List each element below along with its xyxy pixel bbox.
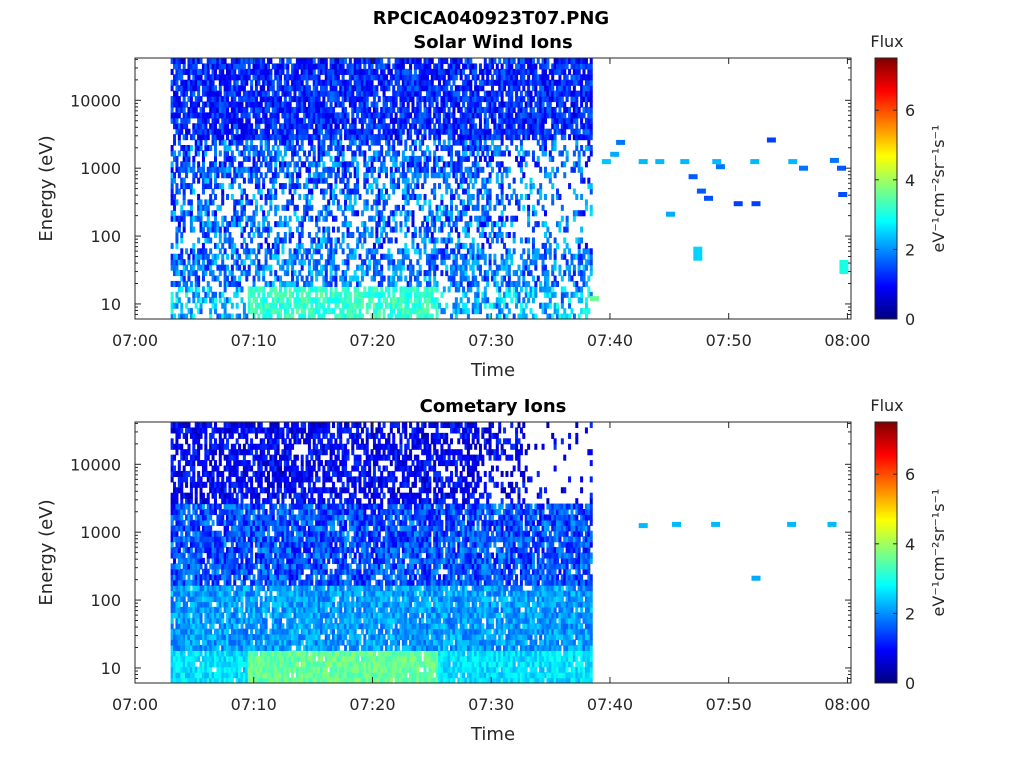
colorbar-title: Flux (870, 396, 903, 415)
figure-title: RPCICA040923T07.PNG (373, 8, 609, 29)
data-point (712, 159, 722, 165)
data-point (638, 523, 648, 529)
data-point (766, 137, 776, 143)
x-tick-label: 07:30 (468, 331, 514, 350)
data-point (838, 192, 848, 197)
data-point (610, 151, 620, 157)
x-tick-label: 07:30 (468, 695, 514, 714)
colorbar-tick-label: 2 (905, 240, 915, 259)
colorbar (874, 421, 898, 684)
x-tick-label: 07:00 (112, 695, 158, 714)
colorbar-tick-label: 4 (905, 535, 915, 554)
data-point (715, 164, 725, 170)
y-tick-label: 1000 (80, 523, 121, 542)
y-tick-label: 100 (90, 591, 121, 610)
data-point (704, 195, 713, 201)
x-tick-label: 07:40 (587, 331, 633, 350)
data-point (788, 159, 798, 165)
colorbar-tick-label: 0 (905, 674, 915, 693)
colorbar-label: eV⁻¹cm⁻²sr⁻¹s⁻¹ (929, 489, 948, 617)
data-point (601, 159, 611, 165)
data-point (616, 139, 626, 145)
colorbar-tick-label: 0 (905, 310, 915, 329)
heatmap-cells (170, 422, 837, 683)
x-tick-label: 07:10 (231, 695, 277, 714)
x-axis-label: Time (470, 360, 515, 381)
data-point (680, 159, 690, 165)
colorbar (874, 57, 898, 320)
colorbar-tick-label: 6 (905, 101, 915, 120)
data-point (666, 211, 675, 217)
data-point (829, 157, 839, 163)
y-tick-label: 10 (101, 295, 121, 314)
data-point (733, 201, 743, 207)
data-point (787, 521, 797, 527)
data-point (799, 165, 808, 171)
x-axis-label: Time (470, 724, 515, 745)
data-point (688, 174, 698, 180)
colorbar-tick-label: 4 (905, 171, 915, 190)
data-point (839, 260, 849, 274)
x-tick-label: 07:00 (112, 331, 158, 350)
y-tick-label: 1000 (80, 159, 121, 178)
x-tick-label: 07:20 (349, 695, 395, 714)
panel-solar-wind-ions: 07:00 07:10 07:20 07:30 07:40 07:50 08:00 10 100… (36, 32, 948, 381)
data-point (827, 521, 837, 527)
y-axis-label: Energy (eV) (36, 499, 57, 605)
y-tick-label: 100 (90, 227, 121, 246)
x-tick-label: 07:40 (587, 695, 633, 714)
x-tick-label: 07:20 (349, 331, 395, 350)
panel-title: Cometary Ions (420, 396, 567, 417)
data-point (696, 188, 706, 194)
heatmap-cells (170, 58, 849, 319)
y-tick-label: 10000 (70, 91, 121, 110)
colorbar-title: Flux (870, 32, 903, 51)
y-tick-label: 10 (101, 659, 121, 678)
colorbar-tick-label: 2 (905, 604, 915, 623)
data-point (751, 201, 761, 207)
data-point (590, 296, 599, 302)
x-tick-label: 08:00 (824, 331, 870, 350)
y-axis-label: Energy (eV) (36, 135, 57, 241)
panel-cometary-ions: 07:00 07:10 07:20 07:30 07:40 07:50 08:00 10 100… (36, 396, 948, 745)
data-point (751, 575, 761, 581)
data-point (837, 165, 846, 171)
x-tick-label: 07:10 (231, 331, 277, 350)
colorbar-label: eV⁻¹cm⁻²sr⁻¹s⁻¹ (929, 125, 948, 253)
x-tick-label: 07:50 (706, 695, 752, 714)
data-point (693, 246, 703, 261)
data-point (638, 159, 648, 165)
y-tick-label: 10000 (70, 455, 121, 474)
x-tick-label: 08:00 (824, 695, 870, 714)
x-tick-label: 07:50 (706, 331, 752, 350)
panel-title: Solar Wind Ions (413, 32, 572, 53)
data-point (672, 521, 681, 527)
colorbar-tick-label: 6 (905, 465, 915, 484)
data-point (750, 159, 760, 165)
data-point (711, 521, 721, 527)
data-point (655, 159, 665, 165)
